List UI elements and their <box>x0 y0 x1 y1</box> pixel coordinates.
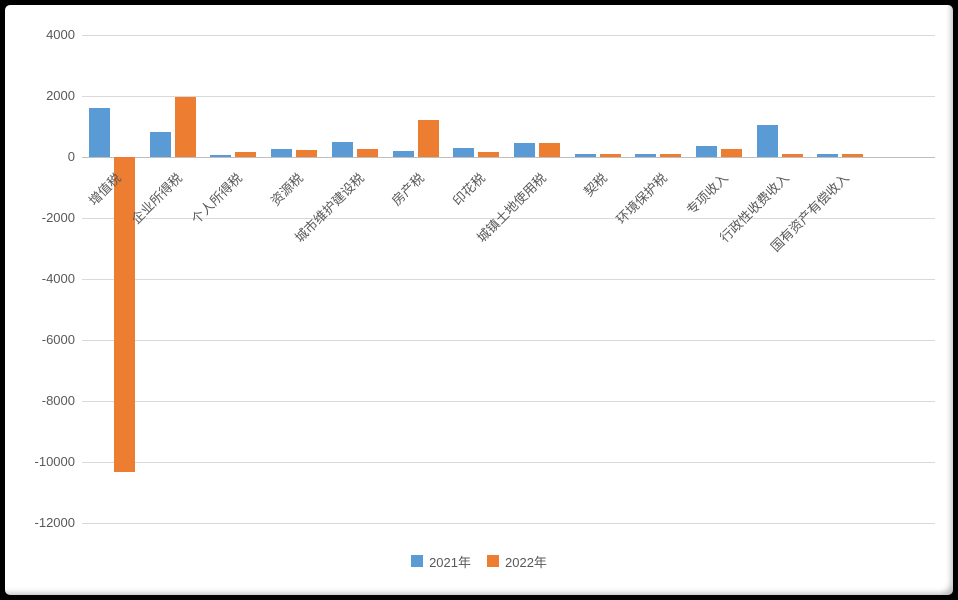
legend-swatch-2022 <box>487 555 499 567</box>
x-axis-category-label: 契税 <box>580 170 610 200</box>
bar-2021年-专项收入 <box>696 145 717 157</box>
gridline <box>82 523 935 524</box>
bar-2022年-专项收入 <box>721 149 742 157</box>
bar-2021年-城镇土地使用税 <box>513 142 535 157</box>
bar-2022年-企业所得税 <box>174 96 196 157</box>
gridline <box>82 462 935 463</box>
gridline <box>82 340 935 341</box>
bar-2022年-房产税 <box>417 119 439 157</box>
bar-2021年-城市维护建设税 <box>331 141 353 157</box>
gridline <box>82 96 935 97</box>
bar-2022年-个人所得税 <box>235 152 257 157</box>
legend-item-2022: 2022年 <box>487 552 547 571</box>
y-axis-tick-label: -8000 <box>41 393 75 408</box>
bar-2021年-企业所得税 <box>149 131 171 157</box>
y-axis-tick-label: 4000 <box>46 27 75 42</box>
bar-2021年-国有资产有偿收入 <box>817 153 839 157</box>
x-axis-line <box>82 157 935 158</box>
y-axis-tick-label: -2000 <box>41 210 75 225</box>
legend-label-2021: 2021年 <box>429 554 471 570</box>
bar-2022年-增值税 <box>114 157 135 472</box>
gridline <box>82 279 935 280</box>
x-axis-category-label: 房产税 <box>389 170 428 209</box>
legend-label-2022: 2022年 <box>505 554 547 570</box>
bar-2022年-行政性收费收入 <box>781 153 803 157</box>
bar-2021年-契税 <box>574 153 596 157</box>
bar-2022年-契税 <box>599 153 621 157</box>
bar-2022年-城镇土地使用税 <box>538 143 560 157</box>
y-axis-tick-label: -6000 <box>41 332 75 347</box>
bar-2021年-增值税 <box>89 108 110 157</box>
legend-item-2021: 2021年 <box>411 552 471 571</box>
bar-2021年-印花税 <box>453 147 475 157</box>
y-axis-tick-label: 0 <box>67 149 75 164</box>
y-axis-tick-label: -4000 <box>41 271 75 286</box>
x-axis-category-label: 印花税 <box>449 170 489 209</box>
bar-2022年-印花税 <box>478 151 500 157</box>
x-axis-category-label: 专项收入 <box>683 170 731 218</box>
bar-2022年-资源税 <box>296 150 318 157</box>
bar-2021年-环境保护税 <box>635 153 657 157</box>
bar-2021年-行政性收费收入 <box>756 124 778 157</box>
y-axis-tick-label: -12000 <box>34 515 75 530</box>
gridline <box>82 218 935 219</box>
legend-swatch-2021 <box>411 555 424 567</box>
gridline <box>82 401 935 402</box>
bar-2022年-国有资产有偿收入 <box>842 154 864 157</box>
chart-legend: 2021年 2022年 <box>5 550 953 572</box>
x-axis-category-label: 资源税 <box>267 170 307 209</box>
bar-2021年-个人所得税 <box>210 154 232 157</box>
bar-chart: 2021年 2022年 4000 2000 0 -2000 -4000 -6000 -800… <box>5 5 953 595</box>
bar-2022年-城市维护建设税 <box>356 148 378 157</box>
y-axis-tick-label: -10000 <box>34 454 75 469</box>
bar-2021年-资源税 <box>271 149 293 157</box>
bar-2022年-环境保护税 <box>660 153 682 157</box>
y-axis-tick-label: 2000 <box>46 88 75 103</box>
gridline <box>82 35 935 36</box>
bar-2021年-房产税 <box>392 151 414 157</box>
